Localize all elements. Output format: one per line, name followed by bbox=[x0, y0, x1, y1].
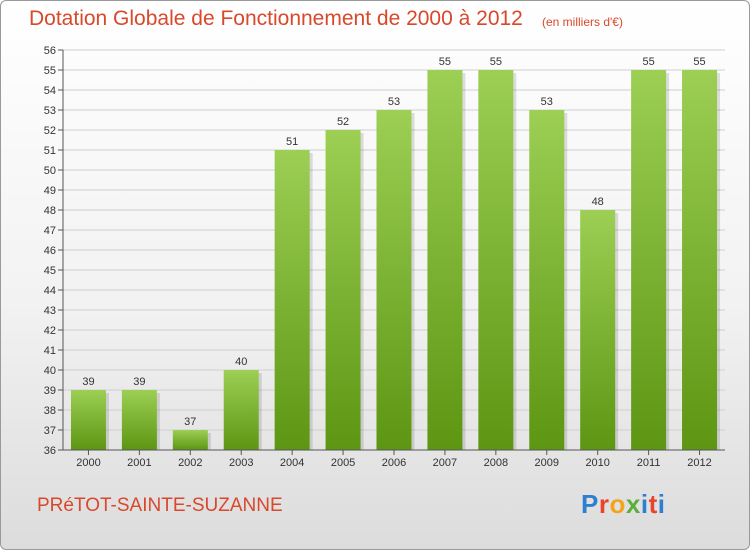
bar bbox=[682, 70, 718, 450]
bar-value-label: 55 bbox=[693, 56, 705, 68]
bar-value-label: 55 bbox=[642, 56, 654, 68]
bar bbox=[325, 130, 361, 450]
y-tick-label: 40 bbox=[44, 365, 56, 377]
logo-letter: P bbox=[581, 489, 599, 519]
x-tick-label: 2004 bbox=[280, 457, 304, 469]
x-tick-label: 2008 bbox=[484, 457, 508, 469]
bar-value-label: 53 bbox=[388, 96, 400, 108]
bar-layer: 39 39 37 40 51 52 53 55 55 53 48 55 55 bbox=[70, 56, 721, 450]
commune-name: PRéTOT-SAINTE-SUZANNE bbox=[37, 495, 283, 516]
logo-letter: t bbox=[648, 489, 658, 519]
bar bbox=[427, 70, 463, 450]
bar-value-label: 39 bbox=[82, 376, 94, 388]
y-tick-label: 38 bbox=[44, 405, 56, 417]
logo-letter: i bbox=[640, 489, 649, 519]
y-tick-label: 53 bbox=[44, 105, 56, 117]
y-tick-label: 52 bbox=[44, 125, 56, 137]
chart-unit-label: (en milliers d'€) bbox=[542, 15, 623, 29]
bar bbox=[376, 110, 412, 450]
y-tick-label: 51 bbox=[44, 145, 56, 157]
x-tick-label: 2003 bbox=[229, 457, 253, 469]
logo-letter: x bbox=[625, 489, 641, 519]
x-tick-label: 2007 bbox=[433, 457, 457, 469]
logo-letter: o bbox=[609, 489, 626, 519]
y-tick-label: 54 bbox=[44, 85, 56, 97]
y-tick-label: 37 bbox=[44, 425, 56, 437]
bar bbox=[580, 210, 616, 450]
axis-layer: 36 37 38 39 40 41 42 43 44 45 46 47 48 49 50 51 52 53 54 55… bbox=[44, 45, 725, 469]
bar-value-label: 52 bbox=[337, 116, 349, 128]
bar-value-label: 53 bbox=[541, 96, 553, 108]
x-tick-label: 2011 bbox=[637, 457, 661, 469]
bar bbox=[223, 370, 259, 450]
y-tick-label: 39 bbox=[44, 385, 56, 397]
y-tick-label: 47 bbox=[44, 225, 56, 237]
x-tick-label: 2012 bbox=[687, 457, 711, 469]
y-tick-label: 46 bbox=[44, 245, 56, 257]
y-tick-label: 50 bbox=[44, 165, 56, 177]
x-tick-label: 2000 bbox=[76, 457, 100, 469]
bar bbox=[70, 390, 106, 450]
y-tick-label: 56 bbox=[44, 45, 56, 57]
bar-value-label: 55 bbox=[490, 56, 502, 68]
bar-value-label: 48 bbox=[592, 196, 604, 208]
bar-value-label: 40 bbox=[235, 356, 247, 368]
bar bbox=[172, 430, 208, 450]
y-tick-label: 49 bbox=[44, 185, 56, 197]
bar-value-label: 55 bbox=[439, 56, 451, 68]
y-tick-label: 43 bbox=[44, 305, 56, 317]
bar bbox=[121, 390, 157, 450]
x-tick-label: 2010 bbox=[585, 457, 609, 469]
x-tick-label: 2009 bbox=[535, 457, 559, 469]
logo-letter: i bbox=[657, 489, 666, 519]
y-tick-label: 45 bbox=[44, 265, 56, 277]
y-tick-label: 55 bbox=[44, 65, 56, 77]
x-tick-label: 2005 bbox=[331, 457, 355, 469]
y-tick-label: 44 bbox=[44, 285, 56, 297]
y-tick-label: 48 bbox=[44, 205, 56, 217]
bar bbox=[478, 70, 514, 450]
y-tick-label: 41 bbox=[44, 345, 56, 357]
x-tick-label: 2006 bbox=[382, 457, 406, 469]
y-tick-label: 36 bbox=[44, 445, 56, 457]
bar-value-label: 37 bbox=[184, 416, 196, 428]
x-tick-label: 2001 bbox=[127, 457, 151, 469]
y-tick-label: 42 bbox=[44, 325, 56, 337]
bar bbox=[274, 150, 310, 450]
logo-letter: r bbox=[598, 489, 610, 519]
x-tick-label: 2002 bbox=[178, 457, 202, 469]
proxiti-logo: Proxiti bbox=[581, 489, 665, 520]
bar bbox=[631, 70, 667, 450]
bar-value-label: 51 bbox=[286, 136, 298, 148]
chart-title: Dotation Globale de Fonctionnement de 20… bbox=[29, 7, 523, 30]
bar-value-label: 39 bbox=[133, 376, 145, 388]
bar bbox=[529, 110, 565, 450]
